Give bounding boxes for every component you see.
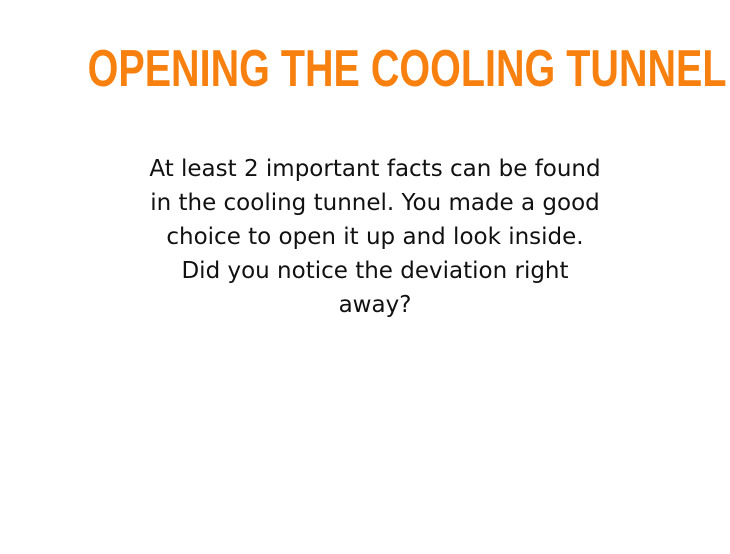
slide-title: OPENING THE COOLING TUNNEL xyxy=(87,40,727,98)
slide-body-text: At least 2 important facts can be found … xyxy=(149,156,601,318)
